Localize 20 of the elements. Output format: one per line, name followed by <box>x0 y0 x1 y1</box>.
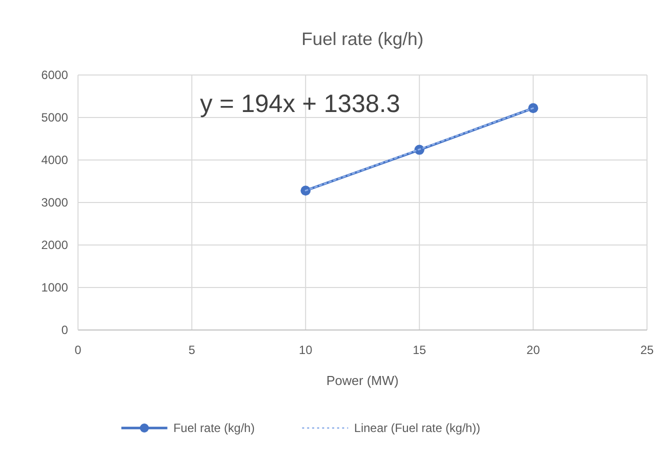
point <box>300 186 311 196</box>
x-axis-title: Power (MW) <box>326 373 399 388</box>
y-tick-label: 2000 <box>41 238 68 252</box>
chart-title: Fuel rate (kg/h) <box>301 29 424 49</box>
x-tick-label: 0 <box>74 343 82 357</box>
x-tick-label: 5 <box>188 343 196 357</box>
point <box>528 103 538 114</box>
legend-label: Fuel rate (kg/h) <box>173 421 255 436</box>
x-tick-label: 10 <box>298 343 313 357</box>
legend-label: Linear (Fuel rate (kg/h)) <box>354 421 480 436</box>
y-tick-label: 6000 <box>41 68 68 82</box>
x-tick-label: 15 <box>412 343 426 357</box>
y-tick-label: 5000 <box>41 110 68 125</box>
y-tick-label: 1000 <box>41 280 68 295</box>
y-tick-label: 3000 <box>41 196 68 210</box>
y-tick-label: 0 <box>61 323 68 338</box>
annotation: y = 194x + 1338.3 <box>200 90 400 118</box>
x-tick-label: 20 <box>526 343 540 357</box>
y-tick-label: 4000 <box>41 153 68 168</box>
x-tick-label: 25 <box>640 343 654 357</box>
